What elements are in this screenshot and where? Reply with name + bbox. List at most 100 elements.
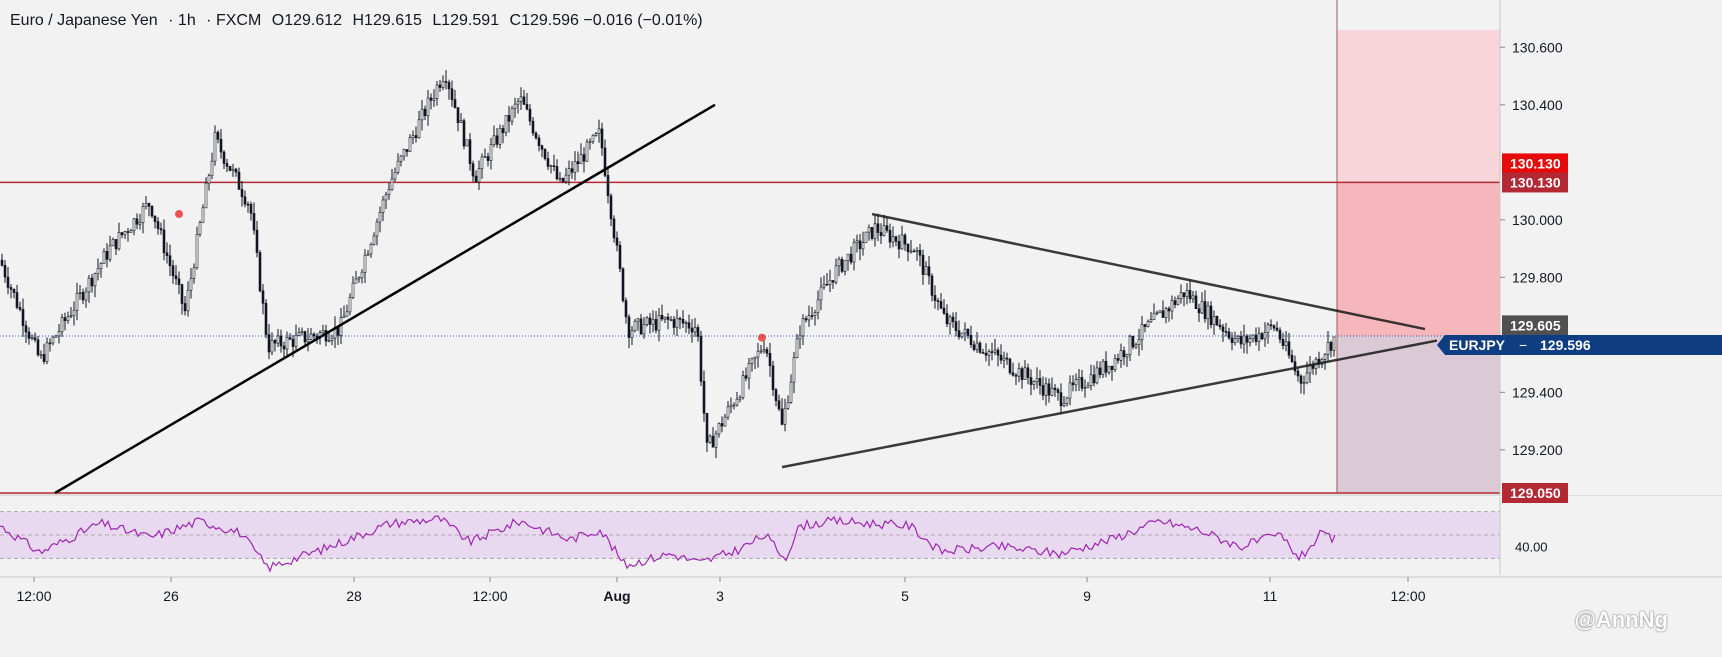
candle-body bbox=[144, 203, 148, 207]
price-tick-label: 130.400 bbox=[1512, 97, 1563, 113]
candle-body bbox=[717, 423, 721, 435]
candle-body bbox=[336, 327, 340, 336]
horizontal-levels[interactable] bbox=[0, 181, 1500, 494]
candle-body bbox=[876, 223, 880, 233]
candle-body bbox=[543, 148, 547, 159]
candle-body bbox=[129, 230, 133, 233]
candle-body bbox=[576, 161, 580, 165]
candle-body bbox=[375, 221, 379, 237]
event-marker-1[interactable] bbox=[758, 333, 766, 342]
time-axis[interactable]: 12:00 26 28 12:00 Aug 3 5 9 11 12:00 bbox=[0, 576, 1722, 604]
candle-body bbox=[1209, 305, 1213, 326]
trendline-0[interactable] bbox=[54, 103, 716, 495]
candle-body bbox=[693, 327, 697, 333]
candle-body bbox=[120, 232, 124, 236]
candle-body bbox=[48, 342, 52, 345]
candle-body bbox=[819, 286, 823, 301]
candle-body bbox=[1143, 324, 1147, 327]
candle-body bbox=[771, 365, 775, 390]
candle-body bbox=[909, 250, 913, 253]
candle-body bbox=[282, 345, 286, 350]
candle-body bbox=[1104, 360, 1108, 373]
rsi-pane[interactable]: 40.00 bbox=[0, 494, 1722, 575]
candle-body bbox=[846, 253, 850, 261]
candle-body bbox=[1032, 381, 1036, 385]
candle-body bbox=[546, 158, 550, 167]
candle-body bbox=[861, 242, 865, 250]
level-tag-upper[interactable]: 130.130 bbox=[1502, 153, 1568, 174]
candle-body bbox=[252, 213, 256, 231]
candle-body bbox=[558, 177, 562, 180]
candle-body bbox=[27, 331, 31, 339]
candle-body bbox=[405, 149, 409, 152]
level-tag-lower[interactable]: 130.130 bbox=[1502, 172, 1568, 193]
candle-body bbox=[792, 357, 796, 383]
candle-body bbox=[150, 205, 154, 217]
candle-body bbox=[1194, 295, 1198, 310]
candle-body bbox=[360, 271, 364, 279]
candle-body bbox=[1197, 308, 1201, 314]
candle-body bbox=[207, 175, 211, 184]
candle-body bbox=[171, 265, 175, 277]
candle-body bbox=[1191, 295, 1195, 300]
candle-body bbox=[426, 97, 430, 117]
candle-body bbox=[894, 236, 898, 242]
candle-body bbox=[303, 331, 307, 343]
candle-body bbox=[1053, 387, 1057, 390]
candle-body bbox=[786, 402, 790, 409]
candle-body bbox=[153, 215, 157, 222]
candle-body bbox=[291, 338, 295, 347]
candle-body bbox=[1236, 336, 1240, 340]
candle-body bbox=[399, 155, 403, 162]
candle-body bbox=[714, 433, 718, 448]
candle-body bbox=[777, 400, 781, 410]
candle-body bbox=[366, 253, 370, 256]
candle-body bbox=[1119, 350, 1123, 361]
candle-body bbox=[570, 168, 574, 173]
trendline-1[interactable] bbox=[871, 212, 1426, 331]
candle-body bbox=[174, 275, 178, 280]
candle-body bbox=[1026, 367, 1030, 378]
event-marker-0[interactable] bbox=[175, 210, 183, 219]
candle-body bbox=[993, 349, 997, 353]
candle-body bbox=[1062, 403, 1066, 407]
candle-body bbox=[1203, 301, 1207, 320]
candle-body bbox=[1305, 372, 1309, 383]
candle-body bbox=[552, 165, 556, 168]
candle-body bbox=[93, 273, 97, 287]
candle-body bbox=[960, 332, 964, 338]
candle-body bbox=[951, 316, 955, 322]
candle-body bbox=[636, 318, 640, 322]
candle-body bbox=[261, 290, 265, 304]
candle-body bbox=[138, 222, 142, 225]
candle-body bbox=[690, 327, 694, 333]
level-tag-support-text: 129.050 bbox=[1510, 485, 1561, 501]
candle-body bbox=[882, 225, 886, 236]
candle-body bbox=[1233, 338, 1237, 343]
candle-body bbox=[12, 288, 16, 293]
candle-body bbox=[588, 141, 592, 143]
candle-body bbox=[1215, 315, 1219, 326]
candle-body bbox=[480, 156, 484, 169]
price-tick-label: 129.200 bbox=[1512, 442, 1563, 458]
zone-stop bbox=[1337, 182, 1500, 336]
candle-body bbox=[1107, 365, 1111, 373]
candle-body bbox=[18, 307, 22, 310]
price-tag-gray[interactable]: 129.605 bbox=[1502, 315, 1568, 336]
level-tag-support[interactable]: 129.050 bbox=[1502, 483, 1568, 503]
candle-body bbox=[1230, 337, 1234, 343]
candle-body bbox=[201, 207, 205, 223]
trendlines[interactable] bbox=[54, 103, 1438, 495]
candle-body bbox=[444, 81, 448, 83]
candle-body bbox=[54, 335, 58, 338]
price-axis[interactable]: 130.600 130.400 130.000 129.800 129.400 129.2… bbox=[1437, 0, 1722, 503]
candle-body bbox=[1014, 374, 1018, 377]
trendline-2[interactable] bbox=[781, 339, 1438, 469]
candle-body bbox=[900, 234, 904, 250]
candle-body bbox=[351, 282, 355, 298]
candle-body bbox=[1089, 374, 1093, 386]
last-price-tag[interactable]: EURJPY −129.596 bbox=[1437, 334, 1722, 355]
candle-body bbox=[741, 375, 745, 398]
candle-body bbox=[1251, 334, 1255, 339]
